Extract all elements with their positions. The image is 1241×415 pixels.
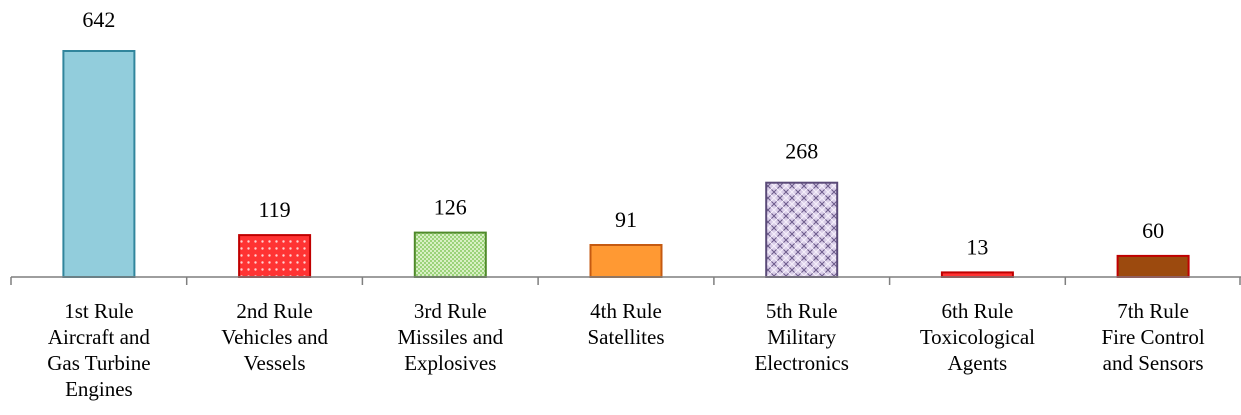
category-label-line: Military xyxy=(767,325,836,349)
data-label-3: 126 xyxy=(434,195,467,220)
bars-layer xyxy=(62,50,1190,279)
category-label-1: 1st Rule Aircraft and Gas Turbine Engines xyxy=(47,299,150,401)
category-label-line: Vehicles and xyxy=(221,325,328,349)
category-label-7: 7th Rule Fire Control and Sensors xyxy=(1101,299,1204,375)
data-label-5: 268 xyxy=(785,139,818,164)
category-label-line: 4th Rule xyxy=(590,299,662,323)
category-label-line: Aircraft and xyxy=(48,325,151,349)
data-label-6: 13 xyxy=(966,234,988,259)
category-label-line: 2nd Rule xyxy=(236,299,312,323)
category-label-line: 5th Rule xyxy=(766,299,838,323)
category-label-line: Gas Turbine xyxy=(47,351,150,375)
category-label-line: 7th Rule xyxy=(1117,299,1189,323)
category-label-3: 3rd Rule Missiles and Explosives xyxy=(398,299,504,375)
data-label-2: 119 xyxy=(259,197,291,222)
category-label-line: Satellites xyxy=(588,325,665,349)
category-label-2: 2nd Rule Vehicles and Vessels xyxy=(221,299,328,375)
category-label-line: Electronics xyxy=(754,351,848,375)
bar-7 xyxy=(1116,254,1190,278)
category-label-line: 6th Rule xyxy=(942,299,1014,323)
data-label-1: 642 xyxy=(82,7,115,32)
category-label-line: 3rd Rule xyxy=(414,299,487,323)
category-label-line: Engines xyxy=(65,377,133,401)
value-labels-layer: 642 119 126 91 268 13 60 xyxy=(82,7,1164,259)
category-label-line: Agents xyxy=(948,351,1008,375)
data-label-4: 91 xyxy=(615,207,637,232)
category-label-5: 5th Rule Military Electronics xyxy=(754,299,848,375)
x-axis xyxy=(10,276,1241,285)
category-label-line: 1st Rule xyxy=(64,299,133,323)
data-label-7: 60 xyxy=(1142,218,1164,243)
bar-5 xyxy=(765,181,839,278)
category-label-line: Toxicological xyxy=(920,325,1035,349)
bar-4 xyxy=(589,244,663,278)
category-label-line: Explosives xyxy=(404,351,496,375)
category-label-line: Missiles and xyxy=(398,325,504,349)
category-label-line: Fire Control xyxy=(1101,325,1204,349)
category-label-6: 6th Rule Toxicological Agents xyxy=(920,299,1035,375)
bar-3 xyxy=(413,231,487,279)
bar-1 xyxy=(62,50,136,278)
category-label-4: 4th Rule Satellites xyxy=(588,299,665,349)
category-labels-layer: 1st Rule Aircraft and Gas Turbine Engines 2n… xyxy=(47,299,1205,401)
category-label-line: and Sensors xyxy=(1103,351,1204,375)
bar-2 xyxy=(238,234,312,279)
category-label-line: Vessels xyxy=(244,351,306,375)
